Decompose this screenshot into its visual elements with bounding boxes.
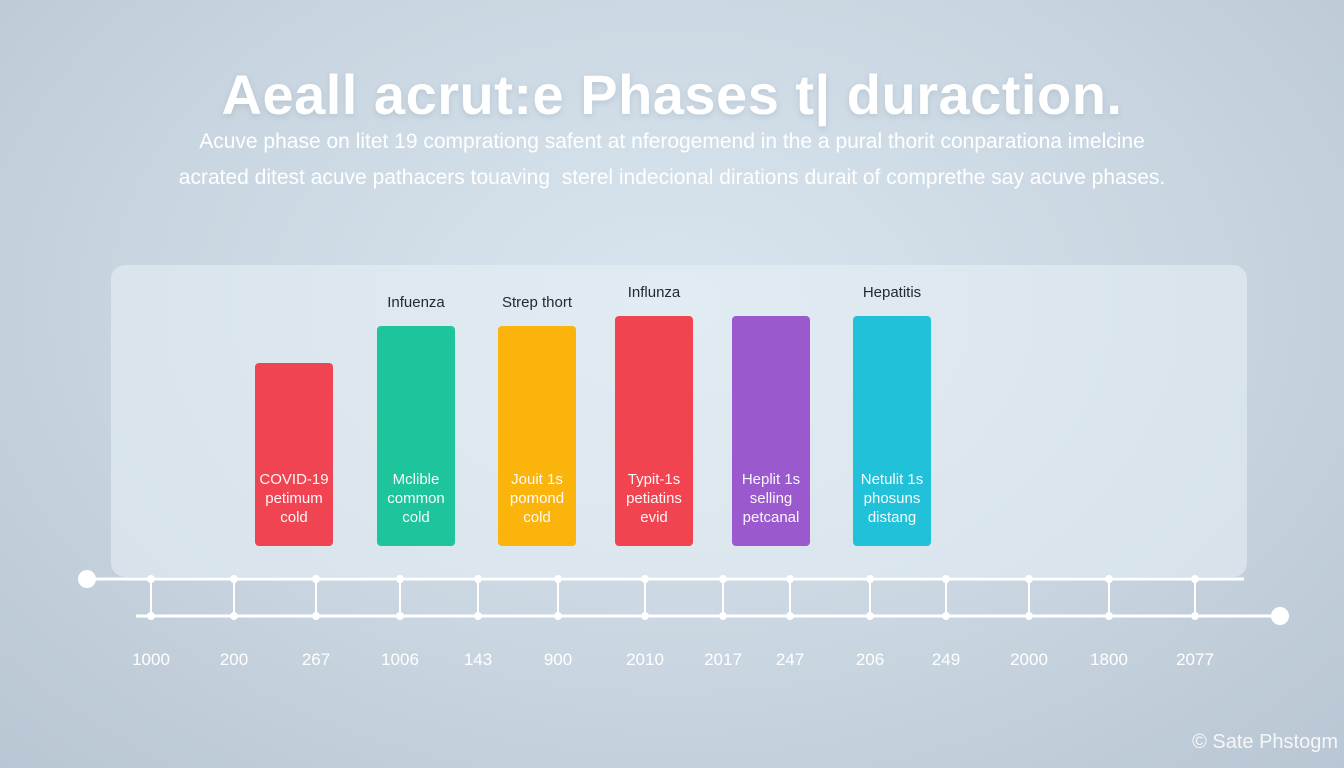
bar-inner-label-line: petimum <box>265 490 323 507</box>
x-tick-label: 2000 <box>1010 650 1048 669</box>
bar-inner-label-line: distang <box>867 509 917 526</box>
bar <box>498 326 576 546</box>
x-tick-label: 2017 <box>704 650 742 669</box>
chart-subtitle-line-2: acrated ditest acuve pathacers touaving … <box>178 166 1166 189</box>
axis-tick-dot <box>1191 612 1199 620</box>
axis-tick-dot <box>554 575 562 583</box>
x-tick-label: 2077 <box>1176 650 1214 669</box>
axis-tick-dot <box>719 575 727 583</box>
bar-top-label: Hepatitis <box>862 284 922 301</box>
axis-tick-dot <box>312 612 320 620</box>
axis-tick-dot <box>942 575 950 583</box>
bar-inner-label-line: petcanal <box>742 509 800 526</box>
bar <box>853 316 931 546</box>
x-tick-label: 143 <box>463 650 493 669</box>
axis-tick-dot <box>474 612 482 620</box>
bar-top-label: Strep thort <box>501 294 573 311</box>
axis-tick-dot <box>786 575 794 583</box>
bar <box>255 363 333 546</box>
axis-tick-dot <box>1025 612 1033 620</box>
bar <box>377 326 455 546</box>
chart-title: Aeall acrut:e Phases t| duraction. <box>221 63 1123 126</box>
x-tick-label: 1000 <box>132 650 170 669</box>
axis-tick-dot <box>312 575 320 583</box>
axis-tick-dot <box>474 575 482 583</box>
x-tick-label: 900 <box>543 650 573 669</box>
axis-tick-dot <box>786 612 794 620</box>
x-tick-label: 247 <box>775 650 805 669</box>
bar-inner-label-line: Typit-1s <box>627 471 681 488</box>
bar-inner-label-line: cold <box>402 509 430 526</box>
bar-inner-label: Mclible common cold <box>371 470 461 527</box>
bar-inner-label-line: evid <box>640 509 668 526</box>
bar-inner-label: Typit-1s petiatins evid <box>609 470 699 527</box>
axis-tick-dot <box>396 612 404 620</box>
axis-tick-dot <box>554 612 562 620</box>
bar-inner-label-line: petiatins <box>626 490 682 507</box>
bar-inner-label-line: Netulit 1s <box>860 471 924 488</box>
axis-tick-dot <box>641 575 649 583</box>
axis-tick-dot <box>866 612 874 620</box>
bar <box>615 316 693 546</box>
axis-tick-dot <box>396 575 404 583</box>
axis-tick-dot <box>230 612 238 620</box>
bar-inner-label: COVID-19 petimum cold <box>249 470 339 527</box>
axis-tick-dot <box>1191 575 1199 583</box>
x-tick-label: 206 <box>855 650 885 669</box>
x-tick-label: 1006 <box>381 650 419 669</box>
bar-inner-label-line: common <box>387 490 445 507</box>
axis-tick-dot <box>230 575 238 583</box>
x-tick-label: 249 <box>931 650 961 669</box>
bar-inner-label-line: selling <box>749 490 793 507</box>
x-tick-label: 267 <box>301 650 331 669</box>
bar-inner-label-line: Mclible <box>392 471 440 488</box>
bar-inner-label-line: pomond <box>509 490 565 507</box>
bar-inner-label-line: Heplit 1s <box>741 471 801 488</box>
axis-end-dot <box>1271 607 1289 625</box>
bar <box>732 316 810 546</box>
x-tick-label: 1800 <box>1090 650 1128 669</box>
watermark: © Sate Phstogm <box>1192 731 1338 753</box>
axis-tick-dot <box>147 612 155 620</box>
axis-tick-dot <box>1025 575 1033 583</box>
bar-inner-label: Jouit 1s pomond cold <box>492 470 582 527</box>
axis-tick-dot <box>1105 612 1113 620</box>
x-tick-label: 2010 <box>626 650 664 669</box>
axis-tick-dot <box>641 612 649 620</box>
bar-top-label: Infuenza <box>387 294 445 311</box>
axis-tick-dot <box>147 575 155 583</box>
axis-tick-dot <box>1105 575 1113 583</box>
axis-tick-dot <box>866 575 874 583</box>
bar-inner-label-line: Jouit 1s <box>511 471 563 488</box>
axis-tick-dot <box>719 612 727 620</box>
bar-inner-label-line: cold <box>523 509 551 526</box>
axis-end-dot <box>78 570 96 588</box>
bar-inner-label-line: cold <box>280 509 308 526</box>
axis-tick-dot <box>942 612 950 620</box>
bar-inner-label: Netulit 1s phosuns distang <box>847 470 937 527</box>
bar-top-label: Influnza <box>627 284 681 301</box>
bar-inner-label: Heplit 1s selling petcanal <box>726 470 816 527</box>
chart-subtitle-line-1: Acuve phase on litet 19 comprationg safe… <box>199 130 1145 153</box>
bar-inner-label-line: COVID-19 <box>259 471 329 488</box>
x-tick-label: 200 <box>219 650 249 669</box>
bar-inner-label-line: phosuns <box>863 490 921 507</box>
